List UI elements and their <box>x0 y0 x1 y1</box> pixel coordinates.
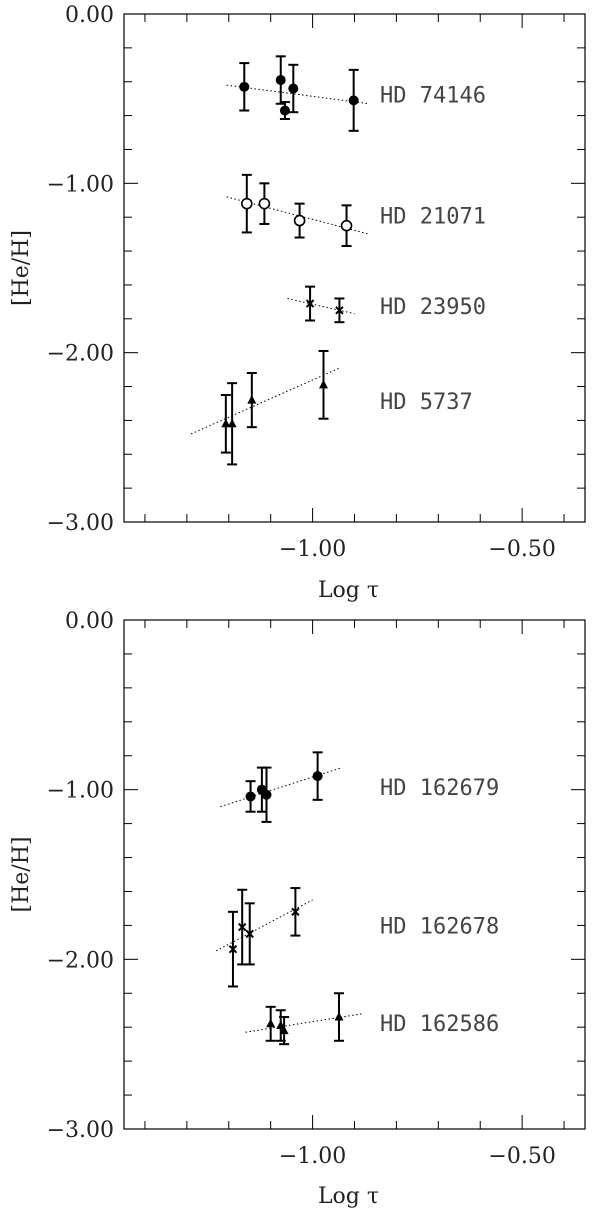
data-point <box>245 791 256 802</box>
data-point <box>245 929 254 939</box>
data-point <box>312 771 323 782</box>
data-point <box>239 81 250 92</box>
data-point <box>276 1020 286 1030</box>
y-tick-label: −2.00 <box>47 342 114 367</box>
series-label: HD 162679 <box>380 776 499 801</box>
y-tick-label: −1.00 <box>47 172 114 197</box>
x-tick-label: −0.50 <box>488 537 555 562</box>
data-point <box>279 1025 289 1035</box>
data-point <box>340 219 353 232</box>
y-tick-label: 0.00 <box>65 609 114 634</box>
y-tick-label: −1.00 <box>47 779 114 804</box>
series-hd-23950: HD 23950 <box>287 285 486 324</box>
data-point <box>334 1012 344 1021</box>
series-label: HD 5737 <box>380 390 473 415</box>
top-panel: 0.00 −1.00 −2.00 −3.00 −1.00 −0.50 Log τ [He/H]… <box>9 3 586 603</box>
data-point <box>261 789 272 800</box>
x-axis-title: Log τ <box>318 578 379 603</box>
data-point <box>228 944 238 954</box>
series-hd-74146: HD 74146 <box>226 55 486 132</box>
fit-line <box>190 367 341 435</box>
data-point <box>318 379 328 389</box>
data-point <box>348 95 359 106</box>
data-point <box>335 306 344 315</box>
fit-line <box>220 767 343 808</box>
data-point <box>266 1018 276 1028</box>
x-tick-label: −0.50 <box>488 1144 555 1169</box>
series-hd-162586: HD 162586 <box>245 992 499 1046</box>
series-hd-162678: HD 162678 <box>215 887 499 988</box>
data-point <box>275 75 286 86</box>
data-point <box>221 418 231 428</box>
y-tick-label: −3.00 <box>47 511 114 536</box>
series-label: HD 162678 <box>380 914 499 939</box>
data-point <box>279 105 290 116</box>
fit-line <box>245 1013 363 1033</box>
data-point <box>288 83 299 94</box>
series-label: HD 21071 <box>380 205 486 230</box>
data-point <box>240 197 253 210</box>
series-label: HD 74146 <box>380 83 486 108</box>
y-axis-title: [He/H] <box>9 230 34 306</box>
x-axis-title: Log τ <box>318 1184 379 1209</box>
data-point <box>258 197 271 210</box>
fit-line <box>215 899 313 952</box>
series-label: HD 162586 <box>380 1012 499 1037</box>
y-tick-label: −3.00 <box>47 1118 114 1143</box>
series-hd-5737: HD 5737 <box>190 349 473 466</box>
series-label: HD 23950 <box>380 295 486 320</box>
series-hd-21071: HD 21071 <box>226 173 486 247</box>
bottom-panel: 0.00 −1.00 −2.00 −3.00 −1.00 −0.50 Log τ [He/H]… <box>9 609 586 1209</box>
data-point <box>247 395 257 404</box>
y-axis-title: [He/H] <box>9 837 34 913</box>
data-point <box>305 299 315 308</box>
fit-line <box>287 297 355 315</box>
data-point <box>293 214 306 227</box>
data-point <box>291 907 300 917</box>
data-point <box>227 418 237 428</box>
plot-frame <box>123 619 586 1130</box>
data-point <box>237 922 247 932</box>
y-tick-label: 0.00 <box>65 3 114 28</box>
x-tick-label: −1.00 <box>279 537 346 562</box>
x-tick-label: −1.00 <box>279 1144 346 1169</box>
series-hd-162679: HD 162679 <box>220 751 499 823</box>
y-tick-label: −2.00 <box>47 948 114 973</box>
